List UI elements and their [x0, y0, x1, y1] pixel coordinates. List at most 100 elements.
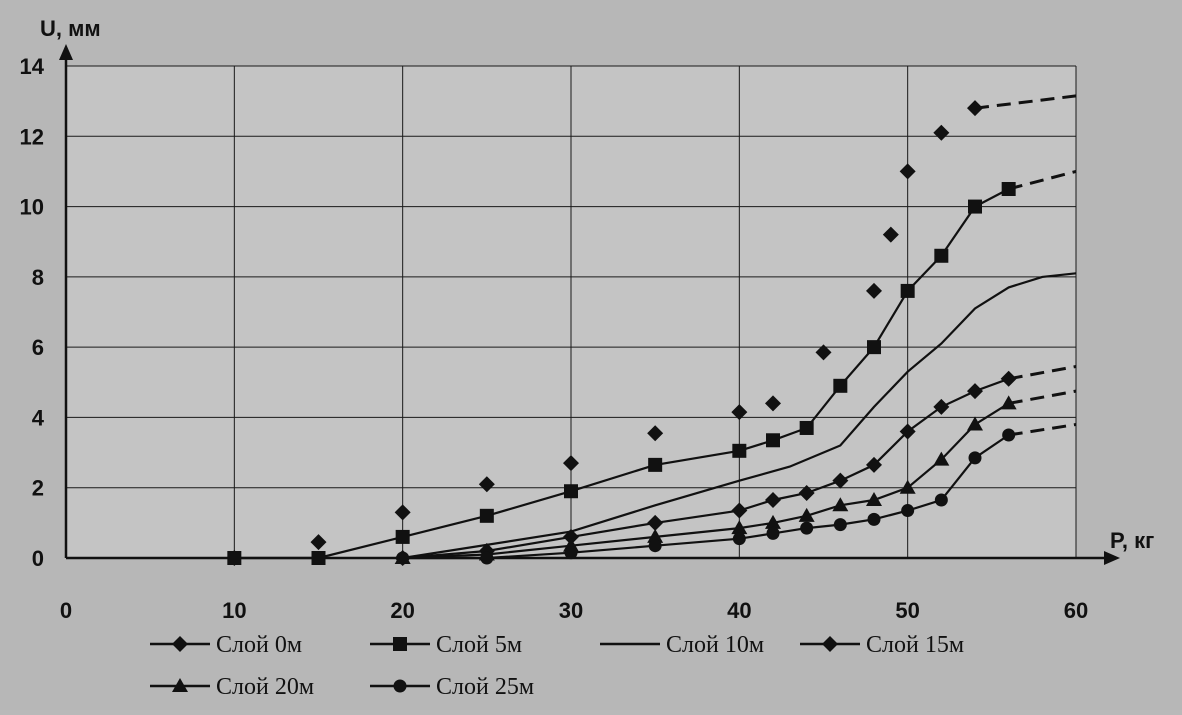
legend-marker [393, 679, 407, 693]
data-point [480, 551, 494, 565]
data-point [563, 528, 579, 545]
data-point [311, 551, 326, 565]
legend-label: Слой 25м [436, 674, 534, 700]
y-tick-label: 14 [20, 54, 45, 79]
series-dashed-extension [1008, 389, 1077, 405]
legend-label: Слой 20м [216, 674, 314, 700]
data-point [731, 404, 748, 421]
data-point [647, 425, 664, 442]
data-point [1000, 370, 1017, 387]
legend-item-3: Слой 15м [800, 632, 964, 658]
data-point [1002, 428, 1016, 442]
y-tick-label: 6 [32, 335, 44, 360]
data-point [901, 504, 915, 518]
legend-item-2: Слой 10м [600, 632, 764, 658]
data-point [564, 484, 578, 499]
y-tick-label: 2 [32, 476, 44, 501]
data-point [799, 420, 814, 435]
data-point [815, 344, 832, 361]
x-axis-arrow [1104, 551, 1120, 565]
data-point [800, 521, 814, 535]
x-axis-title: P, кг [1110, 528, 1154, 553]
series-2 [402, 272, 1077, 560]
data-point [967, 100, 983, 117]
series-line [402, 272, 1077, 560]
legend-item-4: Слой 20м [150, 674, 314, 700]
y-tick-label: 8 [32, 265, 44, 290]
data-point [1001, 182, 1016, 196]
data-point [933, 398, 950, 415]
legend-item-1: Слой 5м [370, 632, 522, 658]
data-point [968, 199, 982, 214]
data-point [395, 529, 410, 544]
legend-marker [393, 637, 407, 651]
data-point [765, 492, 781, 509]
data-point [563, 455, 579, 472]
x-tick-label: 30 [559, 598, 583, 623]
data-point [564, 546, 578, 560]
data-point [867, 340, 881, 355]
x-tick-label: 0 [60, 598, 72, 623]
data-point [731, 502, 748, 519]
x-tick-label: 20 [390, 598, 414, 623]
x-tick-label: 10 [222, 598, 246, 623]
data-point [648, 539, 662, 553]
data-point [310, 534, 327, 551]
data-point [732, 532, 746, 546]
data-point [933, 451, 950, 466]
data-point [647, 528, 664, 543]
y-tick-label: 12 [20, 124, 44, 149]
data-point [394, 504, 411, 521]
legend-marker [822, 636, 838, 652]
data-point [899, 423, 916, 440]
data-point [882, 226, 899, 243]
data-point [832, 497, 849, 512]
data-point [933, 124, 950, 141]
data-point [867, 512, 881, 526]
legend-label: Слой 15м [866, 632, 964, 658]
data-point [1000, 395, 1017, 410]
series-5 [396, 423, 1077, 565]
data-point [832, 472, 849, 489]
data-point [731, 520, 748, 535]
data-point [899, 479, 916, 494]
y-axis-title: U, мм [40, 16, 101, 41]
data-point [866, 282, 882, 299]
data-point [798, 507, 815, 522]
y-tick-label: 0 [32, 546, 44, 571]
series-dashed-extension [1008, 423, 1077, 437]
data-point [866, 456, 882, 473]
legend-label: Слой 10м [666, 632, 764, 658]
data-point [934, 493, 948, 507]
x-tick-label: 40 [727, 598, 751, 623]
data-point [866, 492, 882, 507]
data-point [647, 514, 664, 531]
legend-label: Слой 5м [436, 632, 522, 658]
y-axis-arrow [59, 44, 73, 60]
data-point [900, 283, 915, 298]
legend-marker [172, 636, 188, 652]
series-1 [227, 169, 1077, 565]
x-tick-label: 50 [895, 598, 919, 623]
series-dashed-extension [1008, 365, 1077, 381]
data-point [899, 163, 916, 180]
series-dashed-extension [974, 94, 1077, 110]
data-point [967, 416, 983, 431]
data-point [967, 383, 983, 400]
data-point [934, 248, 949, 263]
data-point [798, 484, 815, 501]
data-point [765, 514, 781, 529]
data-point [479, 508, 494, 523]
x-tick-label: 60 [1064, 598, 1088, 623]
y-tick-label: 4 [32, 405, 45, 430]
legend-item-5: Слой 25м [370, 674, 534, 700]
data-point [968, 451, 982, 465]
data-point [833, 518, 847, 532]
data-point [732, 443, 747, 458]
legend-marker [172, 678, 188, 692]
legend-label: Слой 0м [216, 632, 302, 658]
data-point [833, 378, 848, 393]
series-dashed-extension [1008, 169, 1077, 191]
